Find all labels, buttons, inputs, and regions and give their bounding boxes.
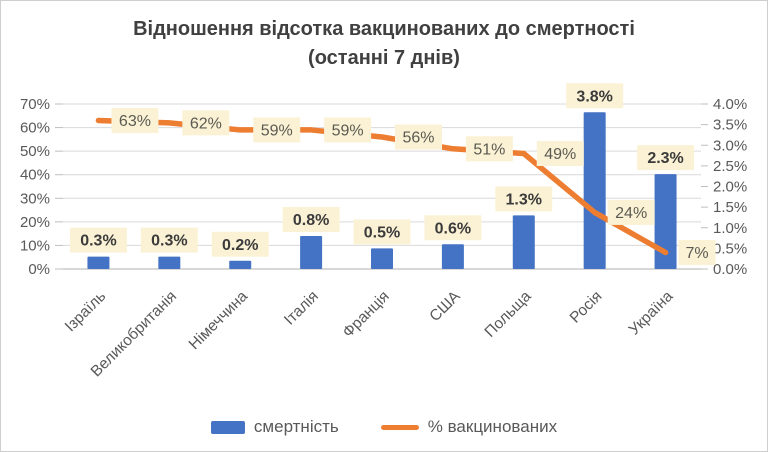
bar [87, 256, 110, 269]
data-label-box [211, 231, 269, 257]
data-label: 62% [190, 115, 222, 132]
left-axis-tick-label: 60% [20, 120, 50, 137]
data-label-box [111, 108, 159, 133]
data-label-box [637, 145, 695, 171]
legend-bar-swatch-icon [210, 420, 245, 434]
right-axis-tick-label: 3.0% [713, 137, 747, 154]
data-label: 1.3% [506, 191, 542, 208]
bar [654, 174, 677, 269]
data-label-box [182, 110, 230, 136]
category-label: Італія [281, 288, 322, 329]
data-label: 3.8% [576, 88, 612, 105]
data-label: 0.5% [364, 224, 400, 241]
data-label-box [253, 117, 301, 143]
data-label: 59% [261, 122, 293, 139]
left-axis-tick-label: 0% [28, 261, 50, 278]
left-axis-tick-label: 50% [20, 143, 50, 160]
bar [371, 248, 393, 269]
data-label-box [465, 136, 513, 162]
legend-item-mortality: смертність [210, 417, 339, 437]
data-label-box [678, 240, 716, 265]
bar [512, 215, 535, 269]
legend-item-vaccinated: % вакцинованих [380, 417, 558, 437]
data-label: 51% [473, 141, 505, 158]
data-label-box [140, 227, 198, 253]
data-label-box [607, 199, 655, 225]
bar [300, 236, 323, 269]
right-axis-tick-label: 1.0% [713, 220, 747, 237]
category-label: Польща [482, 288, 535, 341]
data-label-box [324, 117, 372, 143]
bar [158, 256, 181, 269]
right-axis-tick-label: 0.5% [713, 240, 747, 257]
chart-title: Відношення відсотка вакцинованих до смер… [1, 15, 767, 73]
data-label: 0.3% [80, 233, 116, 250]
left-axis-tick-label: 40% [20, 167, 50, 184]
data-label: 59% [332, 122, 364, 139]
category-label: Франція [340, 288, 393, 341]
right-axis-tick-label: 2.0% [713, 179, 747, 196]
data-label-box [495, 186, 553, 212]
data-label: 0.2% [222, 237, 258, 254]
bar [583, 112, 606, 269]
data-label-box [395, 124, 442, 150]
right-axis-tick-label: 3.5% [713, 117, 747, 134]
left-axis-tick-label: 10% [20, 237, 50, 254]
data-label-box [353, 219, 411, 245]
data-label: 0.6% [435, 220, 471, 237]
data-label: 2.3% [647, 150, 683, 167]
left-axis-tick-label: 20% [20, 214, 50, 231]
right-axis-tick-label: 2.5% [713, 158, 747, 175]
data-label: 24% [615, 205, 647, 222]
bar [441, 244, 464, 269]
category-label: США [426, 287, 464, 325]
data-label: 0.3% [151, 233, 187, 250]
data-label: 56% [402, 130, 434, 147]
data-label: 49% [544, 146, 576, 163]
category-label: Україна [626, 288, 677, 339]
right-axis-tick-label: 1.5% [713, 199, 747, 216]
legend-bar-label: смертність [253, 417, 339, 436]
left-axis-tick-label: 70% [20, 96, 50, 113]
right-axis-tick-label: 0.0% [713, 261, 747, 278]
chart-legend: смертність % вакцинованих [1, 417, 767, 437]
data-label-box [424, 215, 482, 241]
left-axis-tick-label: 30% [20, 190, 50, 207]
data-label-box [282, 207, 340, 232]
chart-title-line1: Відношення відсотка вакцинованих до смер… [133, 18, 635, 40]
data-label-box [536, 141, 584, 166]
data-label: 63% [119, 113, 151, 130]
bar [229, 260, 252, 269]
data-label: 7% [685, 245, 708, 262]
category-label: Ізраїль [62, 288, 109, 335]
data-label: 0.8% [293, 212, 329, 229]
chart-title-line2: (останні 7 днів) [308, 47, 460, 69]
data-label-box [566, 83, 624, 109]
legend-line-label: % вакцинованих [427, 417, 558, 436]
category-label: Росія [567, 288, 606, 327]
right-axis-tick-label: 4.0% [713, 96, 747, 113]
data-label-box [69, 227, 127, 253]
legend-line-swatch-icon [380, 424, 419, 430]
category-label: Німеччина [186, 288, 252, 354]
